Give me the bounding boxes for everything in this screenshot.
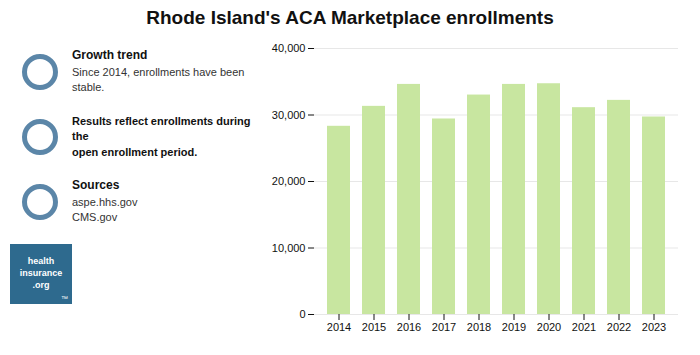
html-text:aspe.hhs.gov CMS.gov: aspe.hhs.gov CMS.gov bbox=[72, 196, 138, 224]
svg-text:2017: 2017 bbox=[432, 321, 456, 333]
svg-text:10,000: 10,000 bbox=[272, 242, 306, 254]
html-text:health insurance .org: health insurance .org bbox=[19, 256, 63, 290]
html-text:Since 2014, enrollments have b: Since 2014, enrollments have been stable… bbox=[72, 66, 245, 94]
svg-text:2016: 2016 bbox=[397, 321, 421, 333]
svg-text:2022: 2022 bbox=[607, 321, 631, 333]
svg-text:2019: 2019 bbox=[502, 321, 526, 333]
html-text:Sources: Sources bbox=[72, 178, 120, 192]
svg-text:2014: 2014 bbox=[327, 321, 351, 333]
svg-text:2020: 2020 bbox=[537, 321, 561, 333]
svg-text:2018: 2018 bbox=[467, 321, 491, 333]
svg-text:20,000: 20,000 bbox=[272, 175, 306, 187]
svg-text:2023: 2023 bbox=[642, 321, 666, 333]
svg-text:40,000: 40,000 bbox=[272, 42, 306, 54]
html-text:Results reflect enrollments du: Results reflect enrollments during the o… bbox=[72, 114, 251, 158]
svg-text:30,000: 30,000 bbox=[272, 109, 306, 121]
svg-text:2021: 2021 bbox=[572, 321, 596, 333]
html-text:Rhode Island's ACA Marketplace: Rhode Island's ACA Marketplace enrollmen… bbox=[146, 7, 554, 28]
svg-text:2015: 2015 bbox=[362, 321, 386, 333]
html-text:Growth trend: Growth trend bbox=[72, 48, 148, 62]
svg-text:0: 0 bbox=[299, 308, 305, 320]
